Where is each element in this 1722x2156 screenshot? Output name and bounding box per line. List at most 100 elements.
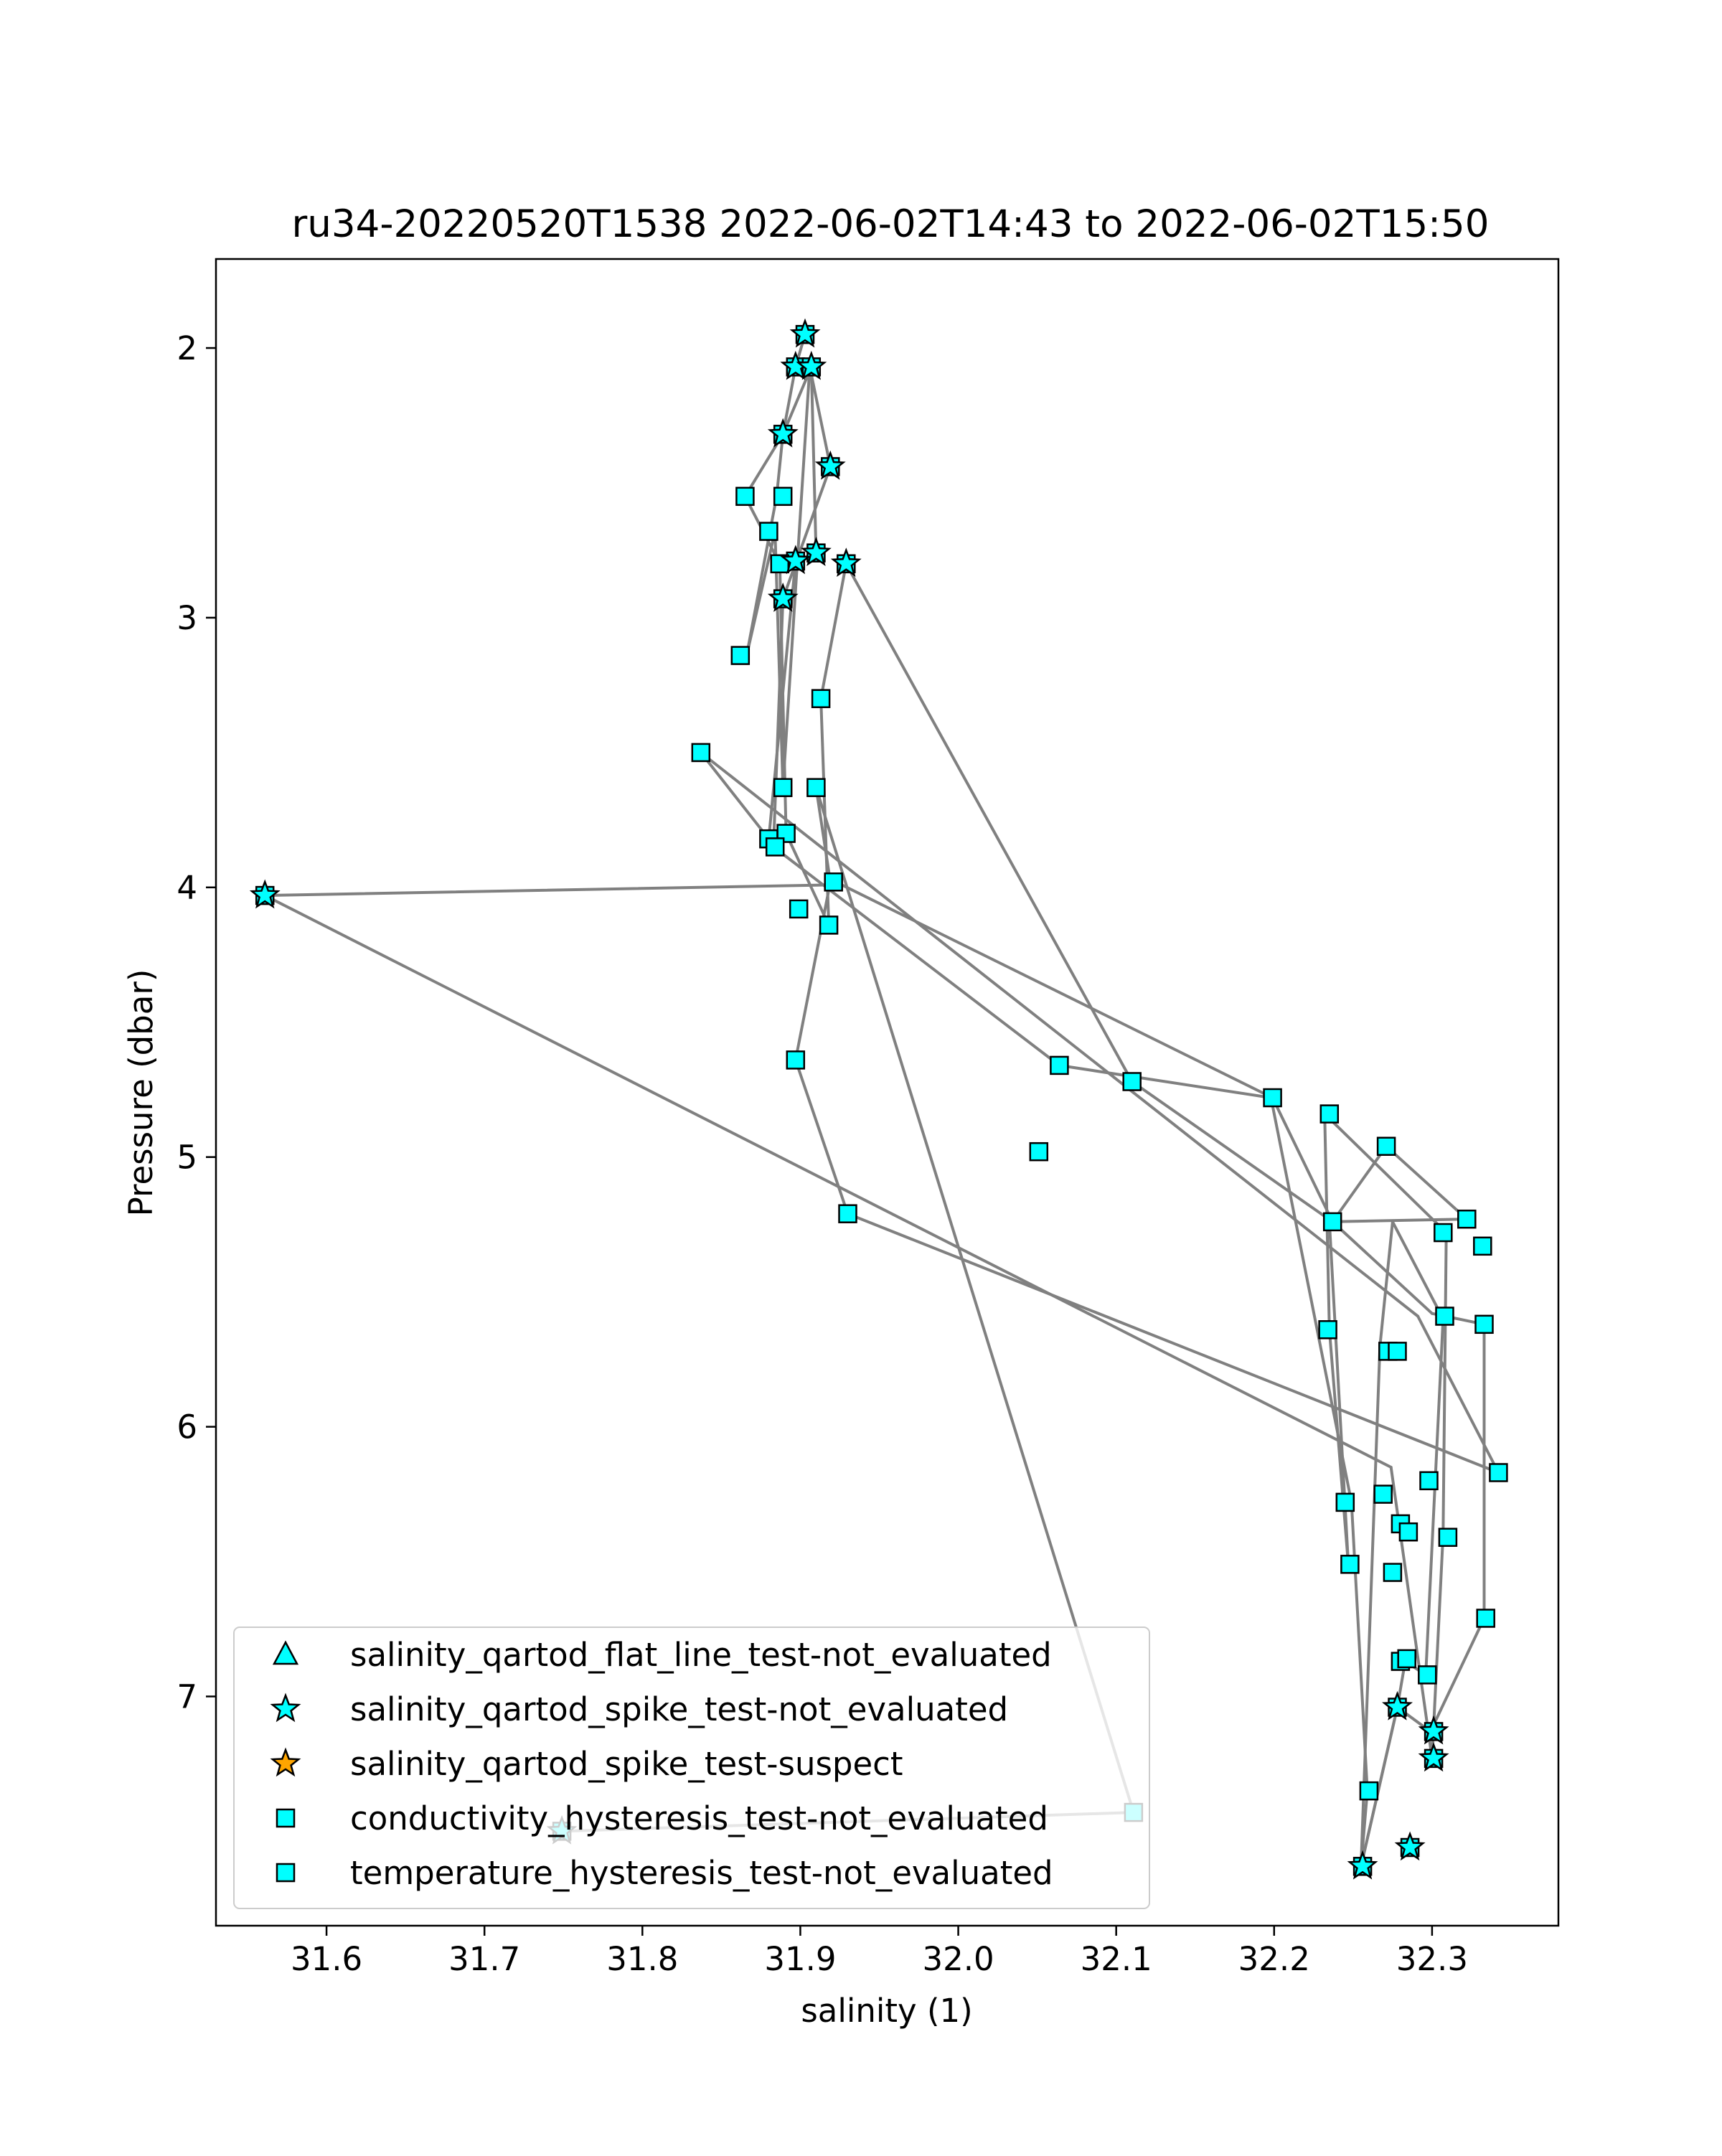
hysteresis-square-marker [1319, 1104, 1340, 1124]
x-tick-label: 32.2 [1238, 1940, 1310, 1978]
hysteresis-square-marker [1029, 1141, 1049, 1162]
hysteresis-square-marker [789, 899, 809, 919]
series-line-segment [1331, 1144, 1388, 1223]
series-line-segment [1130, 1080, 1335, 1223]
series-line-segment [1441, 1231, 1448, 1536]
series-line-segment [699, 750, 771, 841]
series-line-segment [1271, 1096, 1335, 1223]
hysteresis-square-marker [806, 778, 826, 797]
hysteresis-square-marker [773, 486, 793, 507]
y-tick-label: 4 [177, 869, 197, 907]
spike-test-star-marker [1418, 1715, 1449, 1745]
x-tick-label: 31.9 [764, 1940, 836, 1978]
legend-square-marker [276, 1863, 296, 1883]
hysteresis-square-marker [1419, 1471, 1439, 1491]
hysteresis-square-marker [1050, 1055, 1069, 1075]
hysteresis-square-marker [1359, 1781, 1379, 1801]
hysteresis-square-marker [811, 689, 831, 708]
hysteresis-square-marker [819, 915, 839, 935]
x-tick-label: 31.6 [291, 1940, 362, 1978]
spike-test-star-marker [801, 537, 832, 566]
hysteresis-square-marker [1263, 1088, 1282, 1108]
hysteresis-square-marker [1383, 1563, 1403, 1582]
series-line-segment [1429, 1616, 1486, 1733]
y-tick-label: 7 [177, 1677, 197, 1715]
axis-ticks: 31.6 31.7 31.8 31.9 32.0 32.1 32.2 32.3 2 3 4 5 6 7 [177, 329, 1468, 1978]
series-line-segment [1327, 1218, 1469, 1223]
spike-test-star-marker [796, 350, 827, 380]
hysteresis-square-marker [838, 1204, 857, 1223]
spike-test-star-marker [830, 547, 862, 577]
series-line-segment [846, 1212, 1500, 1474]
hysteresis-square-marker [1373, 1484, 1393, 1504]
hysteresis-square-marker [1322, 1212, 1342, 1232]
legend-frame [233, 1627, 1150, 1909]
y-tick-label: 2 [177, 329, 197, 367]
series-line-segment [1378, 1220, 1394, 1347]
spike-test-star-marker [1418, 1742, 1449, 1772]
series-line-segment [699, 750, 1420, 1318]
x-axis-label: salinity (1) [801, 1992, 972, 2030]
series-line-segment [794, 1058, 850, 1215]
hysteresis-square-marker [759, 522, 778, 541]
legend-square-marker [276, 1808, 296, 1828]
hysteresis-square-marker [1397, 1649, 1416, 1669]
series-line-segment [745, 529, 777, 657]
hysteresis-square-marker [770, 554, 790, 574]
hysteresis-square-marker [1340, 1555, 1360, 1574]
series-line-segment [819, 562, 848, 700]
x-tick-label: 31.7 [448, 1940, 520, 1978]
hysteresis-square-marker [730, 646, 751, 665]
series-line-segment [1385, 1144, 1469, 1221]
series-line-segment [814, 786, 832, 884]
series-line-segment [1391, 1220, 1445, 1321]
series-line-segment [781, 365, 811, 789]
hysteresis-square-marker [786, 1050, 806, 1070]
series-line-segment [772, 845, 1061, 1067]
y-tick-label: 6 [177, 1408, 197, 1446]
y-axis-label: Pressure (dbar) [122, 969, 160, 1217]
series-line-segment [1416, 1314, 1500, 1474]
hysteresis-square-marker [1318, 1320, 1337, 1340]
chart-title: ru34-20220520T1538 2022-06-02T14:43 to 2… [292, 202, 1490, 246]
x-tick-label: 32.1 [1081, 1940, 1152, 1978]
y-tick-label: 5 [177, 1139, 197, 1177]
legend-label-temperature-hysteresis: temperature_hysteresis_test-not_evaluate… [350, 1854, 1053, 1892]
legend-markers [270, 1640, 301, 1883]
series-line-segment [844, 562, 1134, 1083]
hysteresis-square-marker [1473, 1236, 1492, 1256]
series-line-segment [1359, 1344, 1382, 1868]
hysteresis-square-marker [1388, 1342, 1407, 1361]
legend-triangle-marker [272, 1640, 299, 1665]
hysteresis-square-marker [1434, 1223, 1453, 1243]
series-line-segment [781, 465, 832, 601]
hysteresis-square-marker [1457, 1209, 1477, 1229]
hysteresis-square-marker [824, 872, 843, 892]
hysteresis-square-marker [1335, 1492, 1355, 1512]
hysteresis-square-marker [1474, 1314, 1494, 1334]
legend: salinity_qartod_flat_line_test-not_evalu… [233, 1627, 1150, 1909]
series-line-segment [781, 365, 813, 436]
hysteresis-square-marker [1438, 1527, 1458, 1547]
spike-test-star-marker [1347, 1850, 1378, 1880]
legend-suspect-star-marker [270, 1747, 301, 1777]
series-line-segment [784, 832, 831, 927]
legend-label-spike-suspect: salinity_qartod_spike_test-suspect [350, 1745, 903, 1783]
star-markers [249, 318, 1449, 1880]
series-line-segment [775, 433, 785, 498]
series-line-segment [1359, 1705, 1399, 1868]
legend-label-flat-line-not-evaluated: salinity_qartod_flat_line_test-not_evalu… [350, 1636, 1052, 1674]
series-line-segment [781, 365, 797, 436]
hysteresis-square-marker [735, 486, 755, 507]
hysteresis-square-marker [1398, 1522, 1418, 1542]
series-line-segment [794, 880, 832, 1062]
hysteresis-square-marker [765, 837, 785, 857]
series-line-segment [773, 529, 785, 789]
series-line-segment [263, 894, 1393, 1469]
x-tick-label: 32.0 [922, 1940, 994, 1978]
series-line-segment [1424, 1317, 1445, 1677]
series-line-segment [809, 365, 818, 555]
legend-star-marker [270, 1693, 301, 1723]
